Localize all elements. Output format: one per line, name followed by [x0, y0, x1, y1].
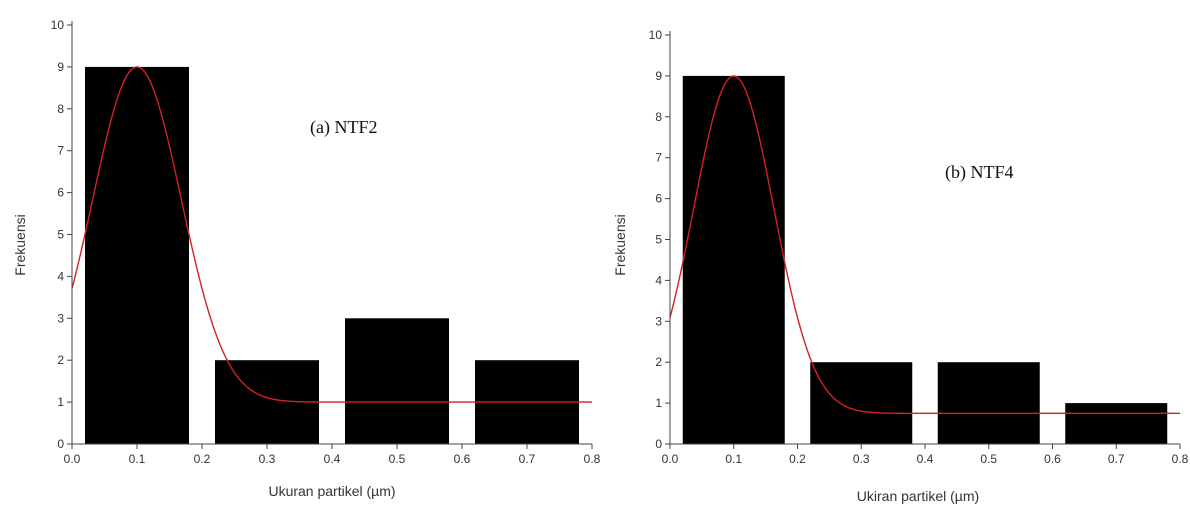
y-tick-label-a-5: 5: [57, 228, 64, 242]
y-tick-label-a-6: 6: [57, 186, 64, 200]
bar-a-1: [85, 66, 189, 445]
bar-b-4: [1065, 403, 1168, 444]
x-tick-label-b-1: 0.1: [725, 452, 742, 466]
x-tick-label-a-0: 0.0: [64, 452, 81, 466]
bar-b-1: [682, 75, 785, 445]
y-tick-label-a-9: 9: [57, 60, 64, 74]
panel-b-y-axis-title: Frekuensi: [612, 214, 628, 275]
x-tick-label-b-7: 0.7: [1108, 452, 1125, 466]
x-tick-label-b-6: 0.6: [1044, 452, 1061, 466]
plot-area-a: 0.0 0.1 0.2 0.3 0.4 0.5 0.6 0.7 0.8 0 1 2 3 4 5 6 7 8 9 10: [51, 18, 601, 466]
y-tick-label-b-2: 2: [655, 355, 662, 369]
x-tick-label-b-0: 0.0: [662, 452, 679, 466]
x-tick-label-b-2: 0.2: [789, 452, 806, 466]
fit-curve-a: [71, 66, 592, 403]
y-tick-label-a-3: 3: [57, 311, 64, 325]
y-tick-label-a-4: 4: [57, 269, 64, 283]
bar-b-2: [810, 362, 913, 444]
panel-a-x-axis-title: Ukuran partikel (µm): [268, 483, 395, 499]
y-tick-label-b-3: 3: [655, 314, 662, 328]
y-tick-label-b-0: 0: [655, 437, 662, 451]
x-tick-label-a-6: 0.6: [454, 452, 471, 466]
x-tick-label-a-4: 0.4: [324, 452, 341, 466]
x-tick-label-a-1: 0.1: [129, 452, 146, 466]
y-tick-label-b-5: 5: [655, 233, 662, 247]
histogram-panel-b: 0.0 0.1 0.2 0.3 0.4 0.5 0.6 0.7 0.8012345678910 …: [612, 28, 1189, 504]
y-tick-label-b-1: 1: [655, 396, 662, 410]
y-tick-label-b-4: 4: [655, 273, 662, 287]
y-tick-label-b-6: 6: [655, 192, 662, 206]
y-tick-label-a-1: 1: [57, 395, 64, 409]
y-tick-label-a-8: 8: [57, 102, 64, 116]
x-tick-label-b-3: 0.3: [853, 452, 870, 466]
panel-b-x-axis-title: Ukiran partikel (µm): [857, 488, 979, 504]
y-tick-label-b-9: 9: [655, 69, 662, 83]
panel-b-annotation: (b) NTF4: [945, 162, 1014, 183]
x-tick-label-b-8: 0.8: [1172, 452, 1189, 466]
x-tick-label-a-2: 0.2: [194, 452, 211, 466]
x-tick-label-a-5: 0.5: [389, 452, 406, 466]
y-tick-label-a-10: 10: [51, 18, 65, 32]
panel-a-y-axis-title: Frekuensi: [12, 214, 28, 275]
x-tick-label-a-8: 0.8: [584, 452, 601, 466]
panel-a-annotation: (a) NTF2: [310, 117, 377, 138]
y-tick-label-b-8: 8: [655, 110, 662, 124]
x-tick-label-a-7: 0.7: [519, 452, 536, 466]
plot-area-b: 0.0 0.1 0.2 0.3 0.4 0.5 0.6 0.7 0.8 0 1 2 3 4 5 6 7 8 9 10: [649, 28, 1189, 466]
histogram-panel-a: 0.0 0.1 0.2 0.3 0.4 0.5 0.6 0.7 0.8012345678910 …: [12, 18, 601, 499]
x-tick-label-b-4: 0.4: [917, 452, 934, 466]
x-tick-label-a-3: 0.3: [259, 452, 276, 466]
fit-curve-b: [669, 75, 1180, 415]
y-tick-label-a-0: 0: [57, 437, 64, 451]
y-tick-label-b-10: 10: [649, 28, 663, 42]
y-tick-label-a-7: 7: [57, 144, 64, 158]
x-tick-label-b-5: 0.5: [980, 452, 997, 466]
bar-a-3: [345, 318, 449, 444]
bar-b-3: [937, 362, 1040, 444]
y-tick-label-b-7: 7: [655, 151, 662, 165]
y-tick-label-a-2: 2: [57, 353, 64, 367]
